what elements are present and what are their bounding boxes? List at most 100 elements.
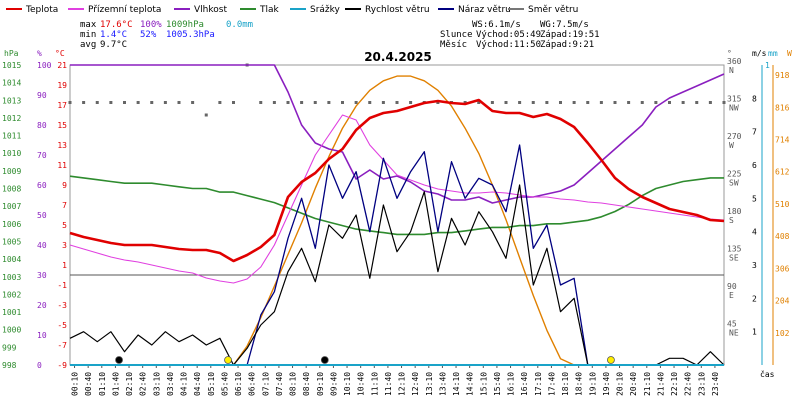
moonrise-marker xyxy=(320,356,329,364)
time-tick-label: 13:40 xyxy=(438,372,447,396)
wind-dir-point xyxy=(109,101,113,104)
degc-tick-label: 1 xyxy=(62,261,67,270)
wm2-tick-label: 510 xyxy=(775,200,790,209)
pct-tick-label: 10 xyxy=(37,331,47,340)
wind-dir-point xyxy=(681,101,685,104)
wind-dir-point xyxy=(695,101,699,104)
wind-dir-point xyxy=(599,101,603,104)
time-tick-label: 07:40 xyxy=(275,372,284,396)
time-tick-label: 18:10 xyxy=(561,372,570,396)
series-layer xyxy=(68,63,726,366)
wind-dir-point xyxy=(300,101,304,104)
degc-tick-label: 11 xyxy=(57,161,67,170)
dir-tick-label: 180 xyxy=(727,207,742,216)
degc-tick-label: 7 xyxy=(62,201,67,210)
axis-unit-pct: % xyxy=(37,49,42,58)
wind-dir-point xyxy=(586,101,590,104)
time-tick-label: 02:10 xyxy=(125,372,134,396)
wind-dir-point xyxy=(463,101,467,104)
wind-dir-point xyxy=(708,101,712,104)
stat-avg-temp: 9.7°C xyxy=(100,40,127,50)
stat-sun-rise: Východ:05:49 xyxy=(476,30,541,40)
hpa-tick-label: 1002 xyxy=(2,290,21,299)
legend-label-tlak: Tlak xyxy=(259,5,280,15)
pct-tick-label: 90 xyxy=(37,91,47,100)
stat-sun-label: Slunce xyxy=(440,30,473,40)
wm2-tick-label: 816 xyxy=(775,103,790,112)
wind-dir-point xyxy=(477,101,481,104)
wind-dir-point xyxy=(654,101,658,104)
wind-dir-point xyxy=(354,101,358,104)
axis-unit-dir: ° xyxy=(727,49,732,58)
wm2-tick-label: 612 xyxy=(775,168,790,177)
time-tick-label: 04:10 xyxy=(180,372,189,396)
ms-tick-label: 6 xyxy=(752,161,757,170)
temperature-line xyxy=(69,98,725,263)
stat-max-rain: 0.0mm xyxy=(226,20,253,30)
hpa-tick-label: 1011 xyxy=(2,132,21,141)
time-tick-label: 01:40 xyxy=(111,372,120,396)
pct-tick-label: 0 xyxy=(37,361,42,370)
time-tick-label: 16:10 xyxy=(507,372,516,396)
time-tick-label: 19:40 xyxy=(602,372,611,396)
hpa-tick-label: 1001 xyxy=(2,308,21,317)
hpa-tick-label: 999 xyxy=(2,343,17,352)
wind-dir-point xyxy=(191,101,195,104)
hpa-tick-label: 998 xyxy=(2,361,17,370)
time-tick-label: 20:10 xyxy=(616,372,625,396)
wind-gust-line xyxy=(70,144,724,366)
legend-label-srazky: Srážky xyxy=(310,5,341,15)
degc-tick-label: -7 xyxy=(57,341,67,350)
legend-label-rychlost-vetru: Rychlost větru xyxy=(365,5,430,15)
time-tick-label: 23:10 xyxy=(697,372,706,396)
degc-tick-label: 9 xyxy=(62,181,67,190)
stat-min-label: min xyxy=(80,30,96,40)
wind-dir-point xyxy=(286,101,290,104)
time-tick-label: 19:10 xyxy=(588,372,597,396)
degc-tick-label: -9 xyxy=(57,361,67,370)
wind-dir-point xyxy=(95,101,99,104)
dir-tick-label: 45 xyxy=(727,320,737,329)
time-tick-label: 08:10 xyxy=(289,372,298,396)
time-tick-label: 22:40 xyxy=(684,372,693,396)
legend: Teplota Přízemní teplota Vlhkost Tlak Sr… xyxy=(6,5,578,15)
dir-compass-label: SE xyxy=(729,254,739,263)
legend-label-smer-vetru: Směr větru xyxy=(528,5,578,15)
time-tick-label: 11:40 xyxy=(384,372,393,396)
wind-dir-point xyxy=(436,101,440,104)
pct-tick-label: 80 xyxy=(37,121,47,130)
wind-dir-point xyxy=(341,101,344,104)
stat-wg: WG:7.5m/s xyxy=(540,20,589,30)
wind-dir-point xyxy=(313,101,317,104)
wind-dir-point xyxy=(613,101,617,104)
hpa-tick-label: 1000 xyxy=(2,326,21,335)
time-tick-label: 23:40 xyxy=(711,372,720,396)
stat-moon-rise: Východ:11:50 xyxy=(476,40,541,50)
wm2-tick-label: 204 xyxy=(775,297,790,306)
degc-tick-label: 17 xyxy=(57,101,67,110)
wind-dir-point xyxy=(395,101,399,104)
time-tick-label: 14:10 xyxy=(452,372,461,396)
legend-label-prizemni-teplota: Přízemní teplota xyxy=(88,5,161,15)
hpa-tick-label: 1005 xyxy=(2,237,21,246)
hpa-tick-label: 1010 xyxy=(2,149,21,158)
time-tick-label: 21:40 xyxy=(656,372,665,396)
axis-unit-degc: °C xyxy=(55,49,65,58)
time-tick-label: 03:40 xyxy=(166,372,175,396)
axis-unit-wm2: W xyxy=(787,49,792,58)
dir-tick-label: 360 xyxy=(727,57,742,66)
stat-moon-label: Měsíc xyxy=(440,40,467,50)
wm2-tick-label: 102 xyxy=(775,329,790,338)
wind-dir-point xyxy=(381,101,385,104)
ms-tick-label: 1 xyxy=(752,328,757,337)
pct-tick-label: 40 xyxy=(37,241,47,250)
degc-tick-label: 19 xyxy=(57,81,67,90)
time-tick-label: 13:10 xyxy=(425,372,434,396)
ms-tick-label: 5 xyxy=(752,194,757,203)
pct-tick-label: 60 xyxy=(37,181,47,190)
degc-tick-label: 5 xyxy=(62,221,67,230)
wind-dir-point xyxy=(490,101,494,104)
hpa-tick-label: 1008 xyxy=(2,185,21,194)
stat-sun-set: Západ:19:51 xyxy=(540,30,600,40)
